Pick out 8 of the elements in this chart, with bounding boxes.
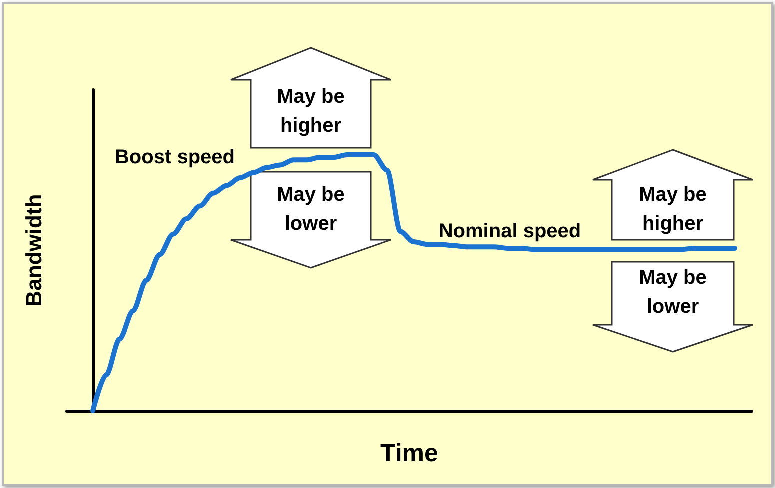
annotation: Boost speed xyxy=(114,146,236,170)
annotation: May be lower xyxy=(276,183,346,237)
annotation: May be lower xyxy=(638,266,708,320)
x-axis-title: Time xyxy=(380,440,439,468)
y-axis-title: Bandwidth xyxy=(22,194,46,307)
annotation: Nominal speed xyxy=(438,220,582,244)
annotation: May be higher xyxy=(638,183,708,237)
text: May be higher xyxy=(276,85,346,139)
